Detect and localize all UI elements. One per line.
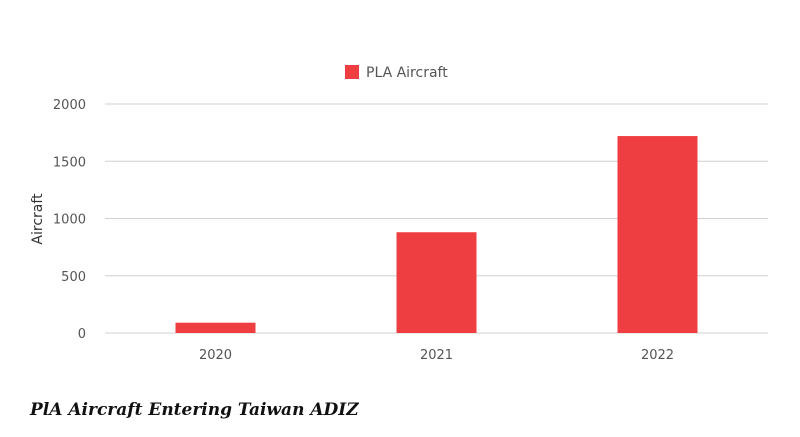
bar-chart: 0 500 1000 1500 2000 2020 2021 2022 PLA Aircra… [30,65,768,363]
y-axis-label: Aircraft [30,193,46,245]
y-tick-2000: 2000 [53,98,86,113]
x-tick-2022: 2022 [641,348,674,363]
y-tick-0: 0 [78,327,86,342]
x-tick-2021: 2021 [420,348,453,363]
legend: PLA Aircraft [345,65,448,81]
x-tick-2020: 2020 [199,348,232,363]
bar-2020 [175,322,256,333]
figure-caption: PlA Aircraft Entering Taiwan ADIZ [30,400,359,420]
legend-label: PLA Aircraft [366,65,448,81]
x-axis-ticks: 2020 2021 2022 [199,348,674,363]
y-tick-1000: 1000 [53,213,86,228]
y-tick-1500: 1500 [53,155,86,170]
y-axis-ticks: 0 500 1000 1500 2000 [53,98,86,342]
bar-2021 [396,232,477,333]
bar-2022 [617,136,698,333]
bars [175,136,698,333]
legend-swatch [345,65,359,79]
y-tick-500: 500 [61,270,86,285]
